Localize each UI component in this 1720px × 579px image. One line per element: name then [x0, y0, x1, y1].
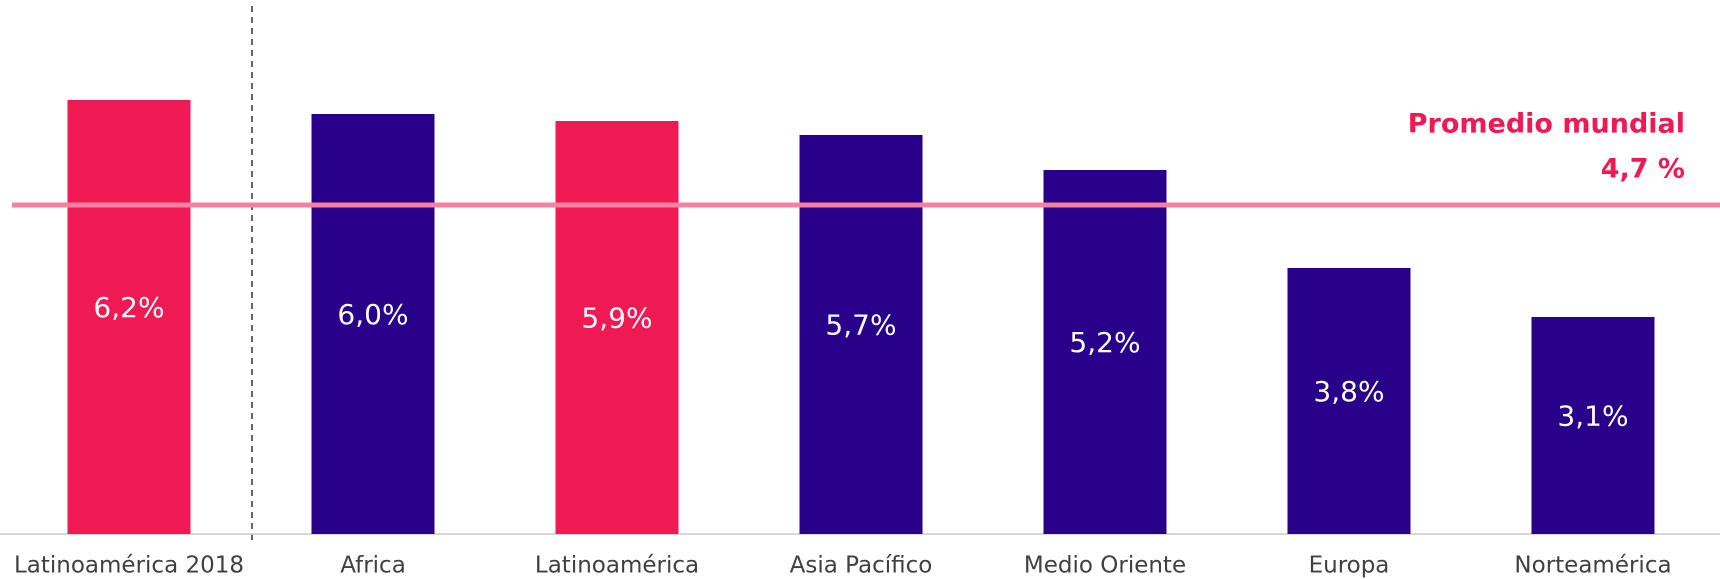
average-label: Promedio mundial	[1408, 109, 1685, 140]
value-label: 5,2%	[1069, 326, 1140, 359]
x-tick-label: Asia Pacífico	[790, 553, 933, 579]
value-label: 3,8%	[1313, 375, 1384, 408]
x-tick-label: Norteamérica	[1514, 553, 1671, 579]
bar	[555, 121, 679, 534]
bar	[1531, 317, 1655, 534]
value-label: 5,7%	[825, 309, 896, 342]
bar	[67, 100, 191, 534]
bar	[1287, 268, 1411, 534]
average-value-label: 4,7 %	[1601, 154, 1685, 185]
x-tick-label: Medio Oriente	[1024, 553, 1186, 579]
bar	[799, 135, 923, 534]
bar	[311, 114, 435, 534]
x-tick-label: Latinoamérica 2018	[14, 553, 244, 579]
bar	[1043, 170, 1167, 534]
x-tick-label: Africa	[340, 553, 406, 579]
value-label: 6,0%	[337, 298, 408, 331]
value-label: 6,2%	[93, 291, 164, 324]
x-tick-label: Latinoamérica	[535, 553, 699, 579]
value-label: 5,9%	[581, 302, 652, 335]
x-tick-label: Europa	[1309, 553, 1390, 579]
value-label: 3,1%	[1557, 400, 1628, 433]
